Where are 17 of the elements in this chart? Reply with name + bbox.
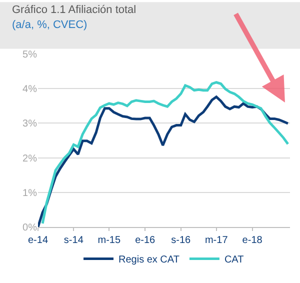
- x-tick-label: s-14: [64, 235, 84, 246]
- x-tick-label: s-16: [171, 235, 192, 246]
- y-tick-label: 0%: [22, 222, 38, 234]
- chart-title: Gráfico 1.1 Afiliación total: [12, 4, 136, 16]
- y-tick-label: 5%: [22, 50, 38, 60]
- x-tick-label: e-16: [135, 235, 156, 246]
- y-tick-label: 3%: [22, 118, 38, 130]
- x-tick-label: m-15: [98, 235, 121, 246]
- x-tick-label: e-18: [242, 235, 263, 246]
- y-tick-label: 1%: [22, 188, 38, 199]
- x-tick-label: m-17: [204, 235, 228, 246]
- y-tick-label: 2%: [22, 153, 38, 164]
- x-tick-label: e-14: [28, 235, 48, 246]
- y-tick-label: 4%: [22, 84, 38, 96]
- chart-subtitle: (a/a, %, CVEC): [12, 19, 88, 31]
- legend-label: CAT: [224, 254, 244, 266]
- legend-label: Regis ex CAT: [118, 254, 180, 266]
